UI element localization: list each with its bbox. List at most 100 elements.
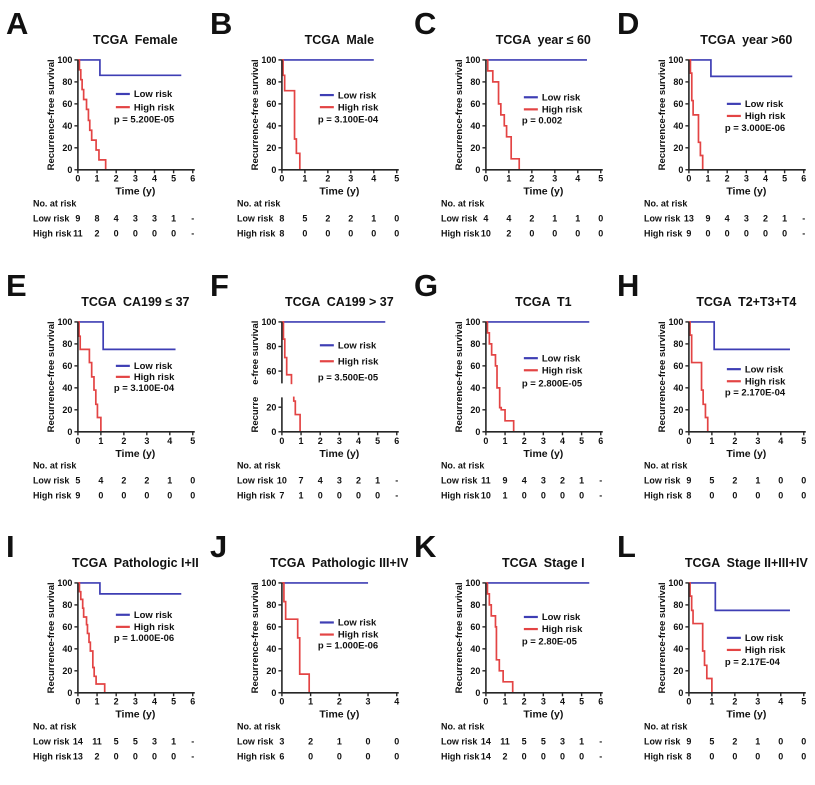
risk-row-label: Low risk — [440, 737, 476, 747]
legend-low-risk-label: Low risk — [745, 633, 784, 644]
panel-a-plot: A TCGA Female020406080100Recurrence-free … — [6, 6, 195, 239]
y-tick-label: 20 — [470, 666, 480, 676]
risk-table-header: No. at risk — [33, 460, 76, 470]
risk-count: 4 — [725, 214, 730, 224]
risk-count: 8 — [279, 214, 284, 224]
y-tick-label: 60 — [62, 361, 72, 371]
y-tick-label: 80 — [470, 77, 480, 87]
x-tick-label: 1 — [95, 697, 100, 707]
panel-k-plot: K TCGA Stage I020406080100Recurrence-free… — [414, 529, 603, 762]
risk-count: 1 — [375, 475, 380, 485]
risk-count: 10 — [480, 229, 490, 239]
x-tick-label: 1 — [98, 435, 103, 445]
panel-title: TCGA Stage II+III+IV — [685, 556, 809, 570]
risk-count: 0 — [394, 737, 399, 747]
y-axis-label: Recurrence-free survival — [46, 59, 57, 170]
risk-table-header: No. at risk — [644, 199, 687, 209]
x-tick-label: 4 — [152, 174, 157, 184]
legend-high-risk-label: High risk — [745, 111, 786, 122]
panel-letter: C — [414, 6, 436, 41]
y-axis-label: Recurrence-free survival — [46, 583, 57, 694]
risk-row-label: Low risk — [33, 475, 69, 485]
panel-c-plot: C TCGA year ≤ 60020406080100Recurrence-fr… — [414, 6, 603, 239]
risk-count: 0 — [394, 229, 399, 239]
risk-count: 0 — [540, 490, 545, 500]
y-tick-label: 40 — [266, 121, 276, 131]
risk-count: - — [395, 490, 398, 500]
risk-count: 0 — [579, 752, 584, 762]
x-tick-label: 3 — [348, 174, 353, 184]
risk-count: 13 — [684, 214, 694, 224]
x-tick-label: 3 — [540, 435, 545, 445]
risk-count: 9 — [706, 214, 711, 224]
risk-count: - — [599, 752, 602, 762]
risk-count: - — [599, 490, 602, 500]
x-tick-label: 4 — [559, 435, 564, 445]
x-tick-label: 1 — [506, 174, 511, 184]
risk-row-label: Low risk — [33, 737, 69, 747]
risk-table-header: No. at risk — [644, 722, 687, 732]
risk-count: 0 — [394, 214, 399, 224]
risk-row-label: High risk — [644, 229, 682, 239]
risk-count: 0 — [521, 752, 526, 762]
y-tick-label: 20 — [266, 402, 276, 412]
risk-count: 0 — [325, 229, 330, 239]
risk-count: 9 — [687, 737, 692, 747]
risk-count: 0 — [365, 737, 370, 747]
low-risk-curve — [689, 582, 791, 612]
y-tick-label: 60 — [674, 99, 684, 109]
p-value-label: p = 3.000E-06 — [725, 123, 785, 134]
risk-row-label: High risk — [33, 752, 71, 762]
high-risk-curve — [77, 59, 107, 170]
risk-count: 0 — [756, 752, 761, 762]
x-tick-label: 6 — [598, 435, 603, 445]
risk-count: 0 — [121, 490, 126, 500]
x-axis-label: Time (y) — [727, 187, 767, 198]
y-tick-label: 40 — [470, 121, 480, 131]
x-axis-label: Time (y) — [319, 448, 359, 459]
risk-count: 1 — [782, 214, 787, 224]
risk-row-label: Low risk — [440, 214, 476, 224]
legend-low-risk-label: Low risk — [338, 90, 377, 101]
risk-count: 2 — [502, 752, 507, 762]
low-risk-curve — [689, 320, 791, 350]
y-tick-label: 40 — [470, 644, 480, 654]
x-tick-label: 4 — [779, 435, 784, 445]
risk-count: 0 — [167, 490, 172, 500]
legend-low-risk-label: Low risk — [134, 361, 173, 372]
y-tick-label: 60 — [62, 99, 72, 109]
y-axis-label: Recurrence-free survival — [453, 59, 464, 170]
risk-count: - — [599, 475, 602, 485]
panel-i-plot: I TCGA Pathologic I+II020406080100Recurre… — [6, 529, 199, 762]
panel-title: TCGA CA199 > 37 — [285, 295, 394, 309]
y-axis-label: Recurrence-free survival — [657, 321, 668, 432]
x-tick-label: 2 — [114, 697, 119, 707]
y-tick-label: 100 — [57, 55, 72, 65]
risk-count: 8 — [687, 490, 692, 500]
risk-count: 9 — [75, 214, 80, 224]
risk-count: 0 — [337, 490, 342, 500]
panel-e-plot: E TCGA CA199 ≤ 37020406080100Recurrence-f… — [6, 268, 195, 501]
p-value-label: p = 3.100E-04 — [318, 114, 379, 125]
x-tick-label: 0 — [687, 174, 692, 184]
x-tick-label: 0 — [75, 435, 80, 445]
x-tick-label: 1 — [502, 435, 507, 445]
risk-count: 3 — [337, 475, 342, 485]
risk-count: 0 — [733, 752, 738, 762]
y-tick-label: 60 — [266, 99, 276, 109]
y-tick-label: 20 — [470, 143, 480, 153]
x-tick-label: 2 — [733, 435, 738, 445]
x-tick-label: 0 — [687, 697, 692, 707]
legend-low-risk-label: Low risk — [541, 92, 580, 103]
x-tick-label: 5 — [579, 697, 584, 707]
y-tick-label: 0 — [679, 165, 684, 175]
panel-j: J TCGA Pathologic III+IV 0 20 40 60 80 100 Recur… — [204, 523, 408, 785]
y-tick-label: 20 — [62, 405, 72, 415]
x-tick-label: 6 — [394, 435, 399, 445]
risk-count: 4 — [114, 214, 119, 224]
p-value-label: p = 2.80E-05 — [521, 637, 576, 648]
x-tick-label: 3 — [756, 435, 761, 445]
risk-count: 2 — [95, 752, 100, 762]
high-risk-curve — [485, 59, 520, 170]
